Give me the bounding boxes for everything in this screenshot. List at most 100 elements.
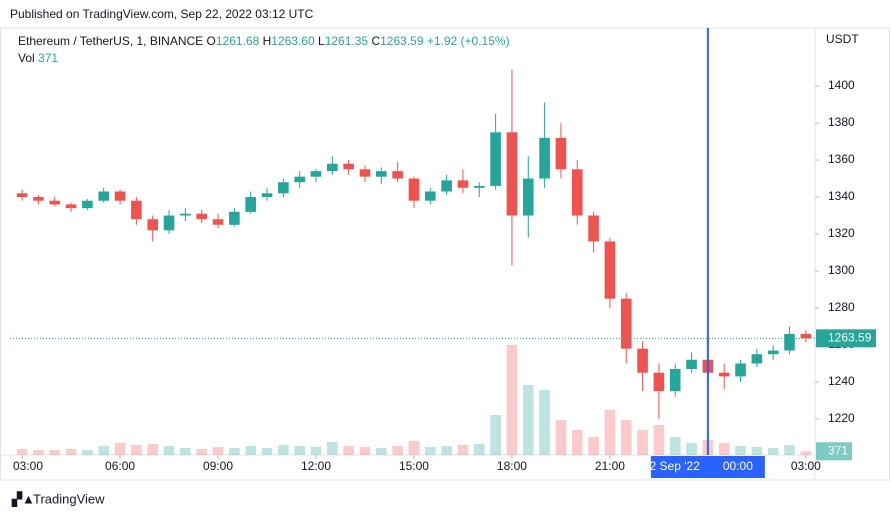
- candle-body: [229, 211, 240, 225]
- candle-body: [800, 333, 812, 339]
- candle-body: [604, 241, 616, 299]
- volume-legend: Vol 371: [18, 51, 58, 65]
- candle-body: [212, 219, 224, 225]
- x-tick-label: 09:00: [203, 459, 233, 473]
- y-tick-label: 1320: [828, 226, 855, 240]
- crosshair-date: 22 Sep '22: [643, 459, 700, 473]
- volume-bar: [473, 444, 485, 455]
- candle-body: [376, 171, 387, 177]
- volume-bar: [588, 437, 599, 455]
- high-value: 1263.60: [271, 34, 315, 48]
- low-value: 1261.35: [325, 34, 369, 48]
- volume-bar: [327, 442, 338, 455]
- volume-bar: [424, 447, 436, 455]
- volume-bar: [669, 437, 681, 455]
- candle-body: [131, 200, 142, 220]
- volume-bar: [163, 446, 175, 455]
- volume-bar: [686, 443, 697, 455]
- volume-bar: [376, 448, 387, 455]
- volume-bar: [392, 446, 403, 455]
- candle-body: [784, 333, 795, 351]
- candle-body: [49, 200, 61, 205]
- volume-bar: [114, 443, 126, 455]
- y-tick-label: 1400: [828, 78, 855, 92]
- candle-body: [261, 193, 273, 198]
- y-tick-label: 1300: [828, 263, 855, 277]
- open-key: O: [207, 34, 216, 48]
- volume-bar: [506, 345, 518, 455]
- x-tick-label: 03:00: [791, 459, 821, 473]
- candle-body: [114, 191, 126, 201]
- volume-bar: [784, 445, 795, 455]
- x-tick-label: 15:00: [399, 459, 429, 473]
- candle-body: [751, 354, 763, 364]
- volume-bar: [653, 425, 665, 455]
- candle-body: [310, 171, 322, 177]
- candle-body: [506, 132, 518, 216]
- symbol: Ethereum / TetherUS, 1, BINANCE: [18, 34, 203, 48]
- x-tick-label: 18:00: [497, 459, 527, 473]
- change: +1.92 (+0.15%): [427, 34, 510, 48]
- volume-bar: [457, 445, 469, 455]
- candle-body: [588, 215, 599, 242]
- volume-bar: [620, 420, 632, 455]
- volume-bar: [82, 450, 93, 455]
- open-value: 1261.68: [216, 34, 260, 48]
- volume-tag-label: 371: [828, 443, 848, 457]
- volume-bar: [147, 444, 159, 455]
- volume-bar: [65, 449, 77, 455]
- volume-bar: [637, 430, 648, 455]
- high-key: H: [263, 34, 272, 48]
- volume-bar: [16, 449, 28, 455]
- candle-body: [359, 169, 371, 177]
- candle-body: [343, 163, 354, 170]
- x-tick-label: 06:00: [105, 459, 135, 473]
- brand: TradingView: [33, 491, 105, 506]
- y-tick-label: 1280: [828, 300, 855, 314]
- plot-border: [0, 27, 890, 481]
- plot: [16, 69, 812, 455]
- x-tick-label: 21:00: [595, 459, 625, 473]
- volume-bar: [180, 448, 191, 455]
- last-price-tag: [816, 329, 876, 348]
- candle-body: [637, 348, 648, 373]
- volume-bar: [310, 447, 322, 455]
- candle-body: [620, 298, 632, 349]
- volume-tag: [816, 442, 852, 461]
- candle-body: [180, 213, 191, 216]
- volume-bar: [131, 445, 142, 455]
- candle-body: [539, 137, 550, 179]
- volume-bar: [278, 445, 289, 455]
- candle-body: [653, 372, 665, 392]
- brand-logo: ▞▲: [11, 490, 35, 507]
- candle-body: [522, 178, 534, 216]
- volume-bar: [522, 385, 534, 455]
- crosshair-tag: [650, 456, 765, 478]
- candle-body: [718, 372, 730, 377]
- candle-body: [408, 178, 420, 201]
- volume-bar: [800, 451, 812, 455]
- volume-value: 371: [38, 51, 58, 65]
- candle-body: [457, 180, 469, 188]
- candle-body: [669, 369, 681, 392]
- candle-body: [65, 204, 77, 209]
- candle-body: [245, 197, 256, 212]
- y-tick-label: 1380: [828, 115, 855, 129]
- candle-body: [767, 350, 779, 355]
- y-tick-label: 1240: [828, 374, 855, 388]
- candle-body: [294, 176, 305, 183]
- candle-body: [33, 197, 44, 201]
- candle-body: [392, 171, 403, 179]
- crosshair-time: 00:00: [723, 459, 753, 473]
- volume-bar: [604, 410, 616, 455]
- volume-bar: [196, 449, 208, 455]
- volume-bar: [359, 447, 371, 455]
- volume-bar: [767, 448, 779, 455]
- candle-body: [424, 191, 436, 201]
- candle-body: [163, 215, 175, 231]
- volume-bar: [490, 415, 501, 455]
- y-tick-label: 1340: [828, 189, 855, 203]
- candle-body: [278, 182, 289, 194]
- volume-bar: [441, 446, 452, 455]
